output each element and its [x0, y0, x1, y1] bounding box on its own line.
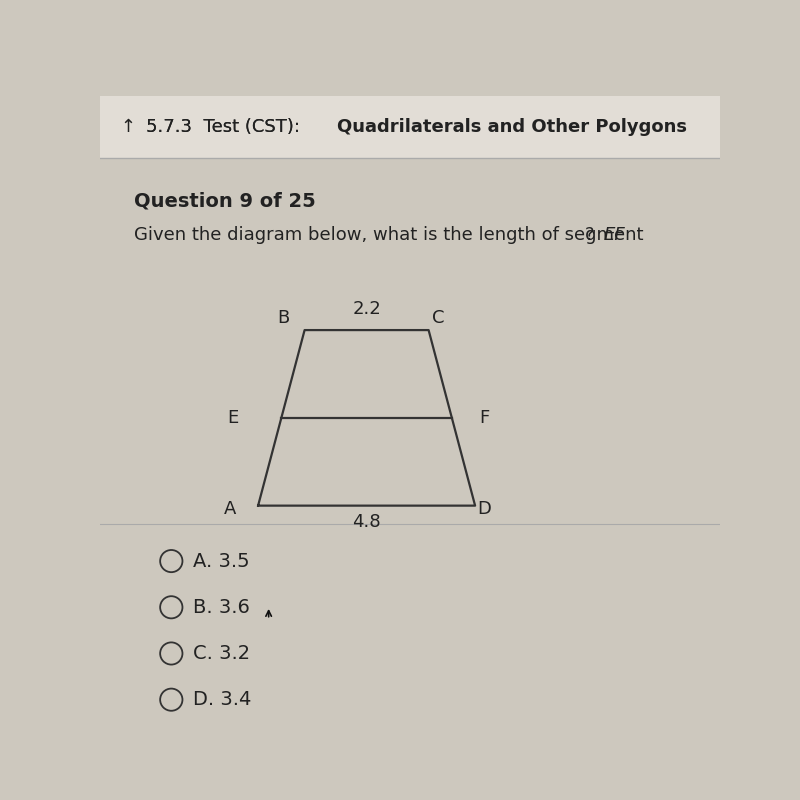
Text: A. 3.5: A. 3.5	[193, 551, 250, 570]
Text: B. 3.6: B. 3.6	[193, 598, 250, 617]
Text: D: D	[478, 500, 491, 518]
Text: 5.7.3  Test (CST):: 5.7.3 Test (CST):	[146, 118, 306, 136]
Text: 2.2: 2.2	[352, 299, 381, 318]
Text: 5.7.3  Test (CST): Quadrilaterals and Other Polygons: 5.7.3 Test (CST): Quadrilaterals and Oth…	[0, 799, 1, 800]
Text: C. 3.2: C. 3.2	[193, 644, 250, 663]
FancyBboxPatch shape	[100, 96, 720, 158]
Text: F: F	[479, 409, 490, 426]
Text: ↑: ↑	[120, 118, 135, 136]
Text: C: C	[432, 309, 444, 326]
Text: Quadrilaterals and Other Polygons: Quadrilaterals and Other Polygons	[338, 118, 687, 136]
Text: 4.8: 4.8	[352, 514, 381, 531]
Text: D. 3.4: D. 3.4	[193, 690, 251, 709]
Text: EF: EF	[603, 226, 625, 243]
Text: E: E	[228, 409, 239, 426]
Text: A: A	[224, 500, 236, 518]
Text: ?: ?	[584, 226, 594, 243]
Text: 5.7.3  Test (CST):: 5.7.3 Test (CST):	[146, 118, 306, 136]
Text: Given the diagram below, what is the length of segment: Given the diagram below, what is the len…	[134, 226, 650, 243]
Text: B: B	[277, 309, 289, 326]
Text: Question 9 of 25: Question 9 of 25	[134, 191, 316, 210]
